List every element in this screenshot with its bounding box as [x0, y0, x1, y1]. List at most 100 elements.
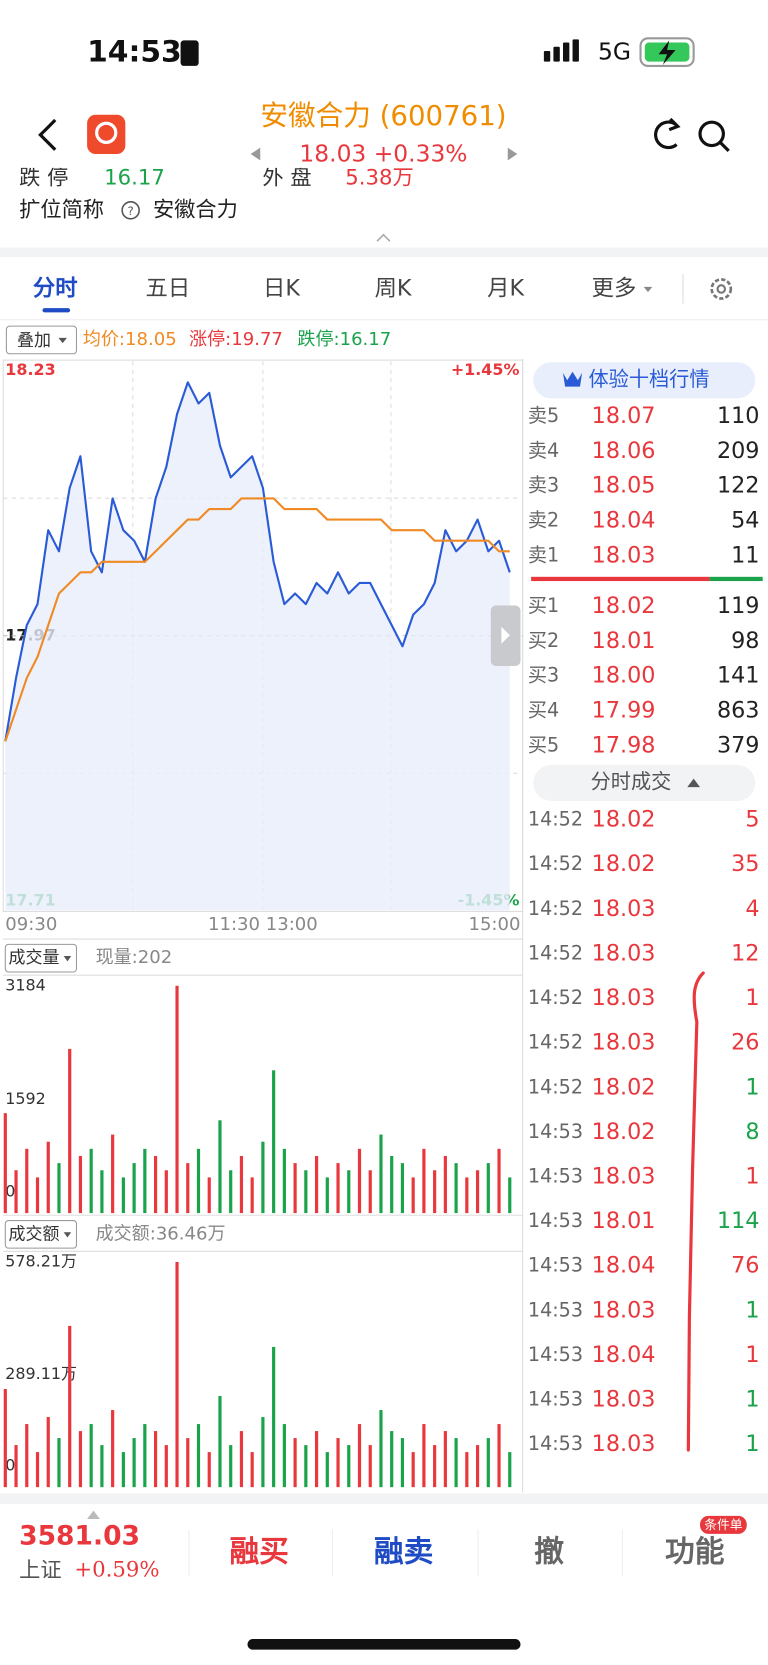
bar — [3, 1113, 7, 1214]
expand-caret[interactable] — [87, 1510, 100, 1520]
x-tick-label: 15:00 — [468, 914, 520, 935]
info-label: 跌 停 — [19, 165, 68, 190]
search-button[interactable] — [698, 120, 725, 148]
y-tick-label: 1592 — [5, 1089, 46, 1108]
index-change: +0.59% — [74, 1558, 159, 1583]
bar — [175, 985, 179, 1214]
bar — [196, 1148, 201, 1214]
row-label: 买3 — [528, 664, 559, 687]
row-price: 18.00 — [592, 663, 656, 689]
margin-sell[interactable]: 融卖 — [374, 1535, 433, 1570]
bar — [207, 1452, 211, 1488]
bar — [57, 1438, 61, 1488]
row-volume: 1 — [745, 1431, 759, 1457]
status-icon — [180, 40, 199, 66]
bar — [239, 1431, 244, 1488]
bar — [443, 1155, 447, 1214]
trades: 14:52 18.02 5 14:52 18.02 35 14:52 18.03 4 14:52 1… — [528, 807, 760, 1458]
tab[interactable]: 日K — [263, 275, 301, 301]
overlay-button-label: 叠加 — [17, 331, 51, 351]
index-name: 上证 — [19, 1558, 61, 1583]
settings-button[interactable] — [710, 278, 733, 300]
battery — [639, 37, 695, 67]
bar — [336, 1163, 340, 1214]
overlay-button[interactable] — [5, 325, 78, 355]
refresh-arrow — [668, 117, 681, 132]
row-price: 18.03 — [592, 1431, 656, 1457]
row-price: 18.02 — [592, 851, 656, 877]
bar — [443, 1431, 447, 1488]
badge-label: 条件单 — [704, 1517, 742, 1533]
refresh-button[interactable] — [654, 120, 678, 150]
bar — [465, 1452, 469, 1488]
row-volume: 35 — [731, 851, 759, 877]
row-label: 14:52 — [528, 1075, 583, 1098]
level10-button[interactable] — [533, 362, 756, 399]
bar — [57, 1163, 61, 1214]
bar — [46, 1417, 50, 1488]
next-stock[interactable] — [507, 147, 518, 161]
panel-label: 现量:202 — [96, 947, 173, 968]
trades-toggle-label: 分时成交 — [591, 769, 672, 793]
bar — [132, 1438, 136, 1488]
bar — [411, 1177, 415, 1214]
collapse[interactable] — [376, 233, 391, 242]
help-icon[interactable] — [121, 201, 140, 220]
functions[interactable]: 功能 — [665, 1535, 725, 1570]
tabs: 分时 五日 日K 周K 月K 更多 — [33, 275, 653, 313]
info-value: 16.17 — [104, 165, 165, 190]
tab[interactable]: 月K — [487, 275, 525, 301]
bar — [164, 1445, 168, 1488]
margin-buy[interactable]: 融买 — [229, 1535, 288, 1570]
bar — [508, 1452, 512, 1488]
row-label: 卖1 — [528, 543, 559, 566]
bar — [143, 1424, 147, 1488]
bar — [121, 1177, 125, 1214]
row-label: 卖4 — [528, 439, 559, 462]
back-button[interactable] — [38, 118, 57, 151]
row-label: 14:53 — [528, 1298, 583, 1321]
bar — [411, 1452, 415, 1488]
app-icon — [87, 114, 126, 155]
tab[interactable]: 分时 — [33, 275, 78, 301]
charging — [658, 40, 676, 65]
bar — [272, 1070, 276, 1214]
tab[interactable]: 更多 — [592, 275, 637, 301]
bar — [250, 1452, 254, 1488]
panel-button[interactable] — [4, 1220, 78, 1249]
trades-toggle[interactable] — [533, 764, 756, 801]
row-label: 14:52 — [528, 1031, 583, 1054]
tab[interactable]: 五日 — [146, 275, 191, 301]
info-value: 5.38万 — [345, 165, 414, 190]
row-volume: 1 — [745, 1074, 759, 1100]
bar — [35, 1177, 40, 1214]
prev-stock[interactable] — [250, 147, 261, 161]
panel-button[interactable] — [4, 943, 78, 973]
bar — [400, 1438, 405, 1488]
bar — [261, 1417, 265, 1488]
bar — [454, 1438, 458, 1488]
bar — [304, 1170, 308, 1214]
dropdown-caret — [63, 956, 72, 962]
panel-button-label: 成交量 — [8, 948, 59, 968]
bar — [164, 1170, 168, 1214]
bar — [390, 1431, 394, 1488]
bar — [379, 1134, 383, 1214]
app-icon-glyph — [95, 121, 118, 144]
bar — [35, 1452, 40, 1488]
separator — [0, 1493, 768, 1505]
bar — [25, 1148, 29, 1214]
row-volume: 4 — [745, 896, 759, 922]
cancel[interactable]: 撤 — [534, 1535, 564, 1570]
row-volume: 12 — [731, 940, 759, 966]
bar — [325, 1452, 329, 1488]
bar — [465, 1177, 469, 1214]
bar — [400, 1163, 405, 1214]
bar — [475, 1170, 480, 1214]
row-label: 14:53 — [528, 1343, 583, 1366]
bar — [314, 1431, 319, 1488]
search-handle — [719, 141, 730, 152]
row-label: 14:52 — [528, 986, 583, 1009]
tab[interactable]: 周K — [375, 275, 413, 301]
panel-button-label: 成交额 — [8, 1224, 59, 1244]
